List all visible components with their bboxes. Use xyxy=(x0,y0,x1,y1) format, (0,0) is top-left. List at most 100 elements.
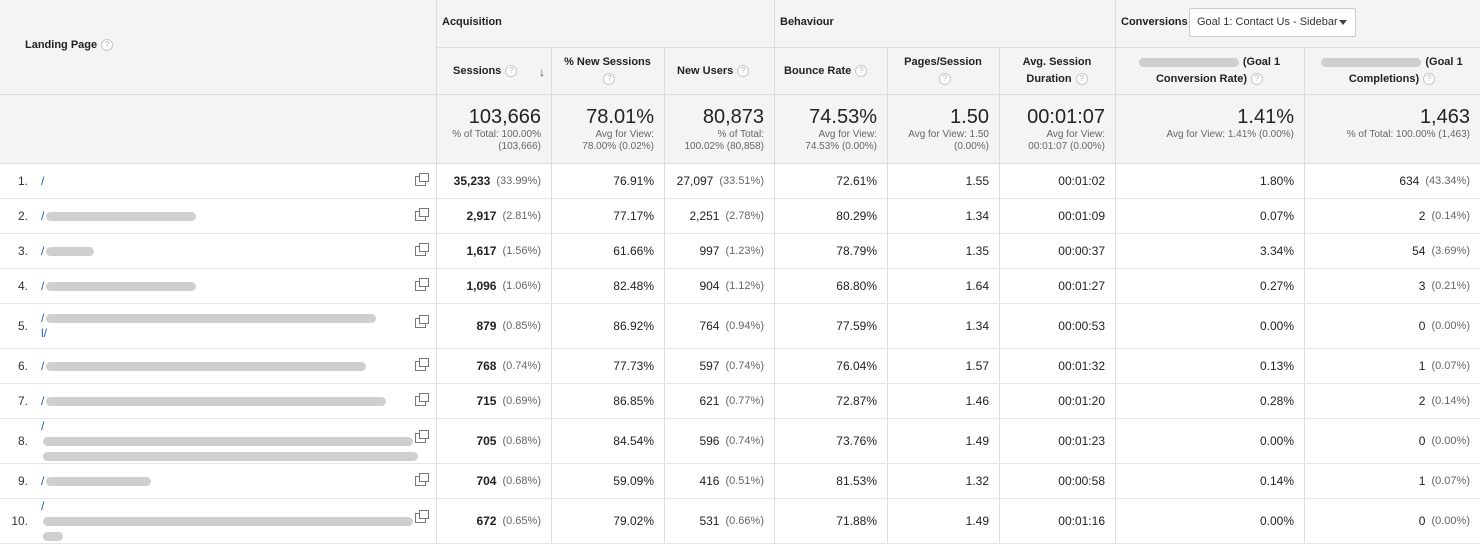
landing-page-link[interactable]: / xyxy=(41,209,413,224)
col-header-new-users[interactable]: New Users? xyxy=(664,47,774,94)
col-header-new-sessions[interactable]: % New Sessions? xyxy=(551,47,664,94)
total-new-users: 80,873 % of Total: 100.02% (80,858) xyxy=(684,106,764,152)
landing-page-link[interactable]: / xyxy=(41,359,413,374)
landing-page-link[interactable]: / l/ xyxy=(41,311,413,341)
landing-page-link[interactable]: / xyxy=(41,173,45,188)
row-number: 10. xyxy=(11,514,28,528)
help-icon[interactable]: ? xyxy=(939,73,951,86)
new-sessions-cell: 79.02% xyxy=(613,514,654,528)
help-icon[interactable]: ? xyxy=(1251,73,1264,86)
landing-page-link[interactable]: / xyxy=(41,279,413,294)
landing-page-link[interactable]: / xyxy=(41,474,413,489)
row-number: 2. xyxy=(17,209,28,223)
table-row[interactable]: 7. / 715 (0.69%) 86.85% 621 (0.77%) 72.87% 1.46 0… xyxy=(0,384,1480,419)
total-sessions: 103,666 % of Total: 100.00% (103,666) xyxy=(452,106,541,152)
help-icon[interactable]: ? xyxy=(1075,73,1088,86)
open-in-new-window-icon[interactable] xyxy=(415,278,429,291)
avg-duration-cell: 00:00:58 xyxy=(1058,474,1105,488)
conversion-rate-cell: 0.27% xyxy=(1259,279,1294,293)
col-header-goal-conversion-rate[interactable]: (Goal 1 Conversion Rate)? xyxy=(1115,47,1304,94)
table-row[interactable]: 3. / 1,617 (1.56%) 61.66% 997 (1.23%) 78.79% 1.3… xyxy=(0,234,1480,269)
redacted-text xyxy=(43,451,418,461)
table-row[interactable]: 10. / 672 (0.65%) 79.02% 531 (0.66%) 71.88% 1.49… xyxy=(0,499,1480,544)
conversions-group-label: Conversions xyxy=(1121,16,1188,28)
row-number: 6. xyxy=(17,359,28,373)
col-header-goal-completions[interactable]: (Goal 1 Completions)? xyxy=(1304,47,1480,94)
total-completions: 1,463 % of Total: 100.00% (1,463) xyxy=(1346,106,1470,140)
table-row[interactable]: 6. / 768 (0.74%) 77.73% 597 (0.74%) 76.04% 1.57 0… xyxy=(0,349,1480,384)
sessions-cell: 35,233 (33.99%) xyxy=(453,174,541,188)
new-sessions-cell: 76.91% xyxy=(613,174,654,188)
new-users-cell: 904 (1.12%) xyxy=(699,279,764,293)
landing-page-header[interactable]: Landing Page? xyxy=(25,39,114,52)
open-in-new-window-icon[interactable] xyxy=(415,510,429,523)
new-sessions-cell: 84.54% xyxy=(613,434,654,448)
table-row[interactable]: 2. / 2,917 (2.81%) 77.17% 2,251 (2.78%) 80.29% 1… xyxy=(0,199,1480,234)
new-sessions-cell: 86.85% xyxy=(613,394,654,408)
col-header-bounce-rate[interactable]: Bounce Rate? xyxy=(774,47,887,94)
sessions-cell: 672 (0.65%) xyxy=(476,514,541,528)
row-number: 9. xyxy=(17,474,28,488)
new-sessions-cell: 61.66% xyxy=(613,244,654,258)
redacted-text xyxy=(1321,57,1422,67)
help-icon[interactable]: ? xyxy=(505,65,518,77)
pages-session-cell: 1.46 xyxy=(965,394,989,408)
avg-duration-cell: 00:00:37 xyxy=(1058,244,1105,258)
sessions-cell: 1,096 (1.06%) xyxy=(466,279,541,293)
bounce-rate-cell: 68.80% xyxy=(836,279,877,293)
help-icon[interactable]: ? xyxy=(1423,73,1436,86)
open-in-new-window-icon[interactable] xyxy=(415,243,429,256)
landing-page-link[interactable]: / xyxy=(41,394,413,409)
goal-select-dropdown[interactable]: Goal 1: Contact Us - Sidebar xyxy=(1189,8,1356,37)
table-row[interactable]: 1. / 35,233 (33.99%) 76.91% 27,097 (33.51%) 72.… xyxy=(0,164,1480,199)
open-in-new-window-icon[interactable] xyxy=(415,430,429,443)
open-in-new-window-icon[interactable] xyxy=(415,315,429,328)
open-in-new-window-icon[interactable] xyxy=(415,473,429,486)
table-row[interactable]: 8. / 705 (0.68%) 84.54% 596 (0.74%) 73.76% 1.49 0… xyxy=(0,419,1480,464)
pages-session-cell: 1.49 xyxy=(965,514,989,528)
avg-duration-cell: 00:01:27 xyxy=(1058,279,1105,293)
open-in-new-window-icon[interactable] xyxy=(415,173,429,186)
avg-duration-cell: 00:01:23 xyxy=(1058,434,1105,448)
new-users-cell: 764 (0.94%) xyxy=(699,319,764,333)
open-in-new-window-icon[interactable] xyxy=(415,393,429,406)
landing-page-link[interactable]: / xyxy=(41,419,418,464)
bounce-rate-cell: 76.04% xyxy=(836,359,877,373)
help-icon[interactable]: ? xyxy=(737,65,750,77)
total-new-sessions: 78.01% Avg for View: 78.00% (0.02%) xyxy=(582,106,654,152)
open-in-new-window-icon[interactable] xyxy=(415,208,429,221)
bounce-rate-cell: 72.87% xyxy=(836,394,877,408)
col-header-avg-session-duration[interactable]: Avg. Session Duration? xyxy=(999,47,1115,94)
avg-duration-cell: 00:01:32 xyxy=(1058,359,1105,373)
sort-down-icon[interactable]: ↓ xyxy=(539,65,545,79)
open-in-new-window-icon[interactable] xyxy=(415,358,429,371)
row-number: 3. xyxy=(17,244,28,258)
pages-session-cell: 1.32 xyxy=(965,474,989,488)
table-row[interactable]: 9. / 704 (0.68%) 59.09% 416 (0.51%) 81.53% 1.32 0… xyxy=(0,464,1480,499)
landing-page-link[interactable]: / xyxy=(41,499,413,544)
new-users-cell: 416 (0.51%) xyxy=(699,474,764,488)
behaviour-group-label: Behaviour xyxy=(780,16,834,28)
redacted-text xyxy=(46,476,152,486)
landing-page-link[interactable]: / xyxy=(41,244,413,259)
avg-duration-cell: 00:01:09 xyxy=(1058,209,1105,223)
help-icon[interactable]: ? xyxy=(603,73,616,86)
col-header-pages-session[interactable]: Pages/Session? xyxy=(887,47,999,94)
row-number: 1. xyxy=(17,174,28,188)
table-row[interactable]: 5. / l/879 (0.85%) 86.92% 764 (0.94%) 77.59% 1.3… xyxy=(0,304,1480,349)
redacted-text xyxy=(43,531,63,541)
goal-select-value: Goal 1: Contact Us - Sidebar xyxy=(1197,16,1338,28)
bounce-rate-cell: 78.79% xyxy=(836,244,877,258)
sessions-cell: 879 (0.85%) xyxy=(476,319,541,333)
row-number: 7. xyxy=(17,394,28,408)
avg-duration-cell: 00:01:16 xyxy=(1058,514,1105,528)
help-icon[interactable]: ? xyxy=(855,65,868,77)
completions-cell: 1 (0.07%) xyxy=(1418,359,1470,373)
new-users-cell: 997 (1.23%) xyxy=(699,244,764,258)
col-header-sessions[interactable]: Sessions? ↓ xyxy=(436,47,551,94)
bounce-rate-cell: 71.88% xyxy=(836,514,877,528)
help-icon[interactable]: ? xyxy=(101,39,114,52)
redacted-text xyxy=(1138,57,1239,67)
table-row[interactable]: 4. / 1,096 (1.06%) 82.48% 904 (1.12%) 68.80% 1.6… xyxy=(0,269,1480,304)
new-users-cell: 2,251 (2.78%) xyxy=(689,209,764,223)
